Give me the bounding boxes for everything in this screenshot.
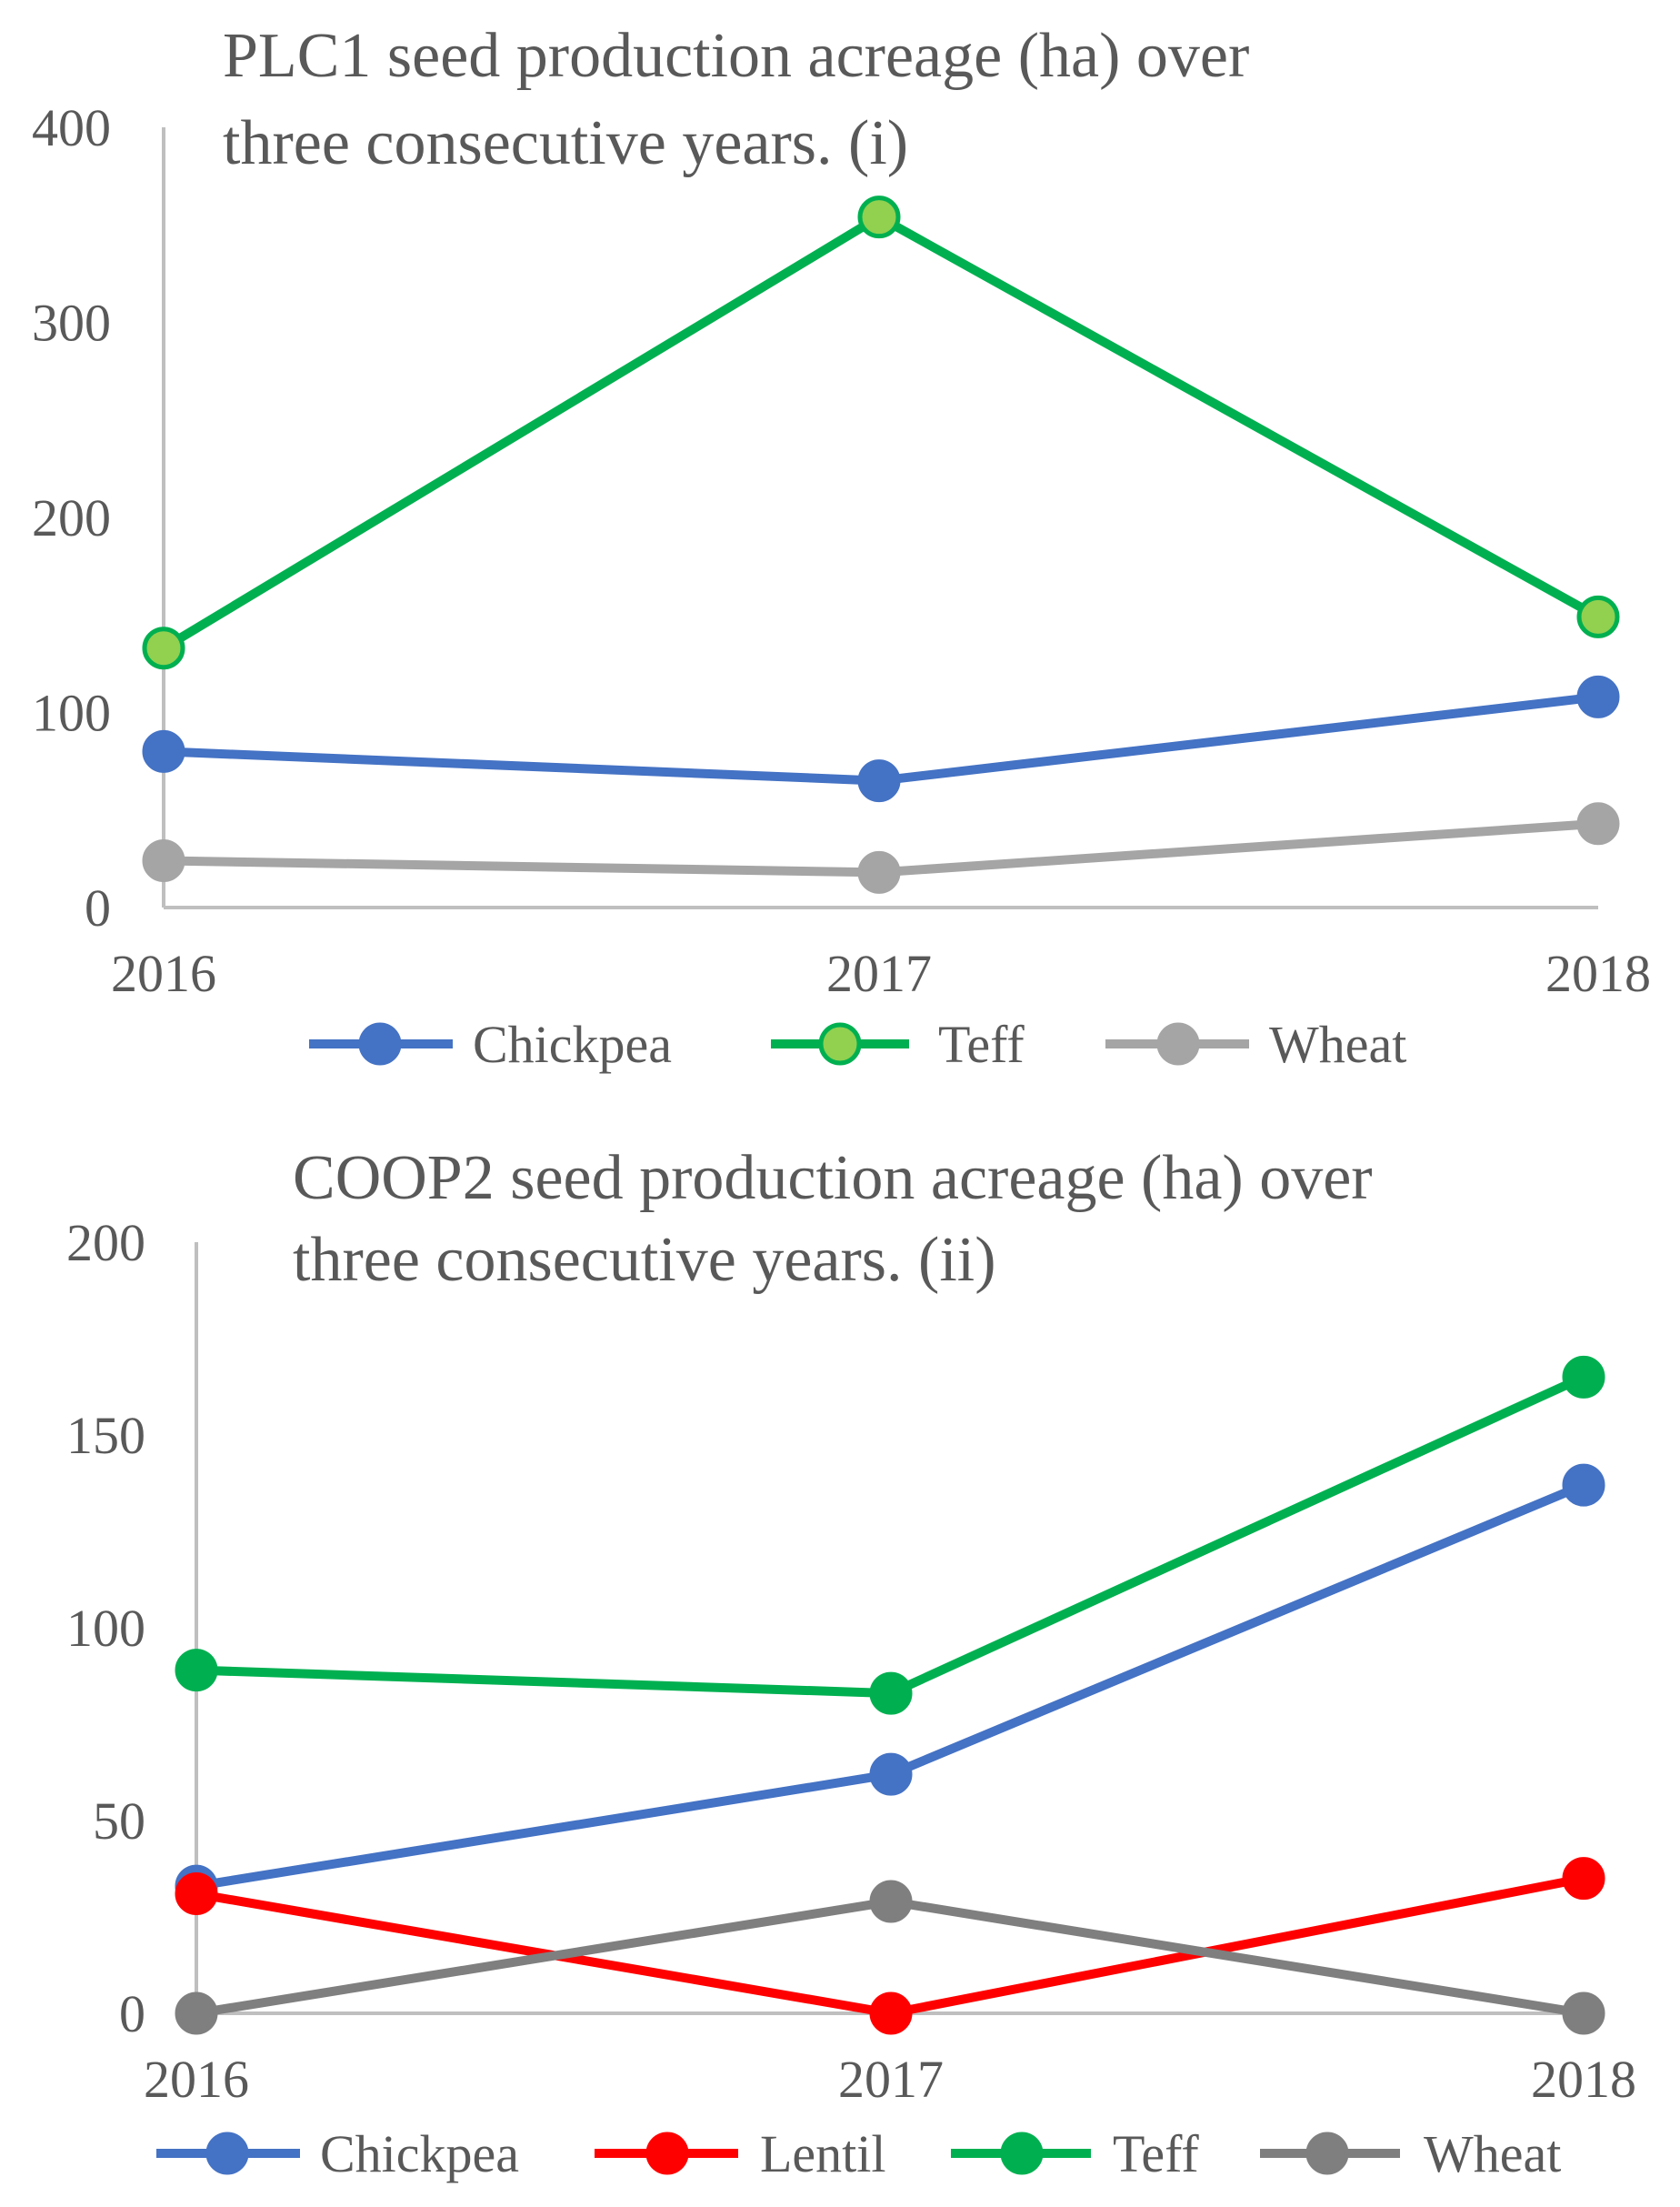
legend: Chickpea Lentil Teff Wheat: [156, 2124, 1561, 2183]
y-tick-label: 400: [32, 98, 111, 157]
legend-label-chickpea: Chickpea: [473, 1015, 672, 1074]
data-point-wheat: [1562, 1991, 1605, 2035]
data-point-chickpea: [1576, 675, 1620, 718]
data-point-teff: [869, 1671, 913, 1715]
data-point-wheat: [142, 839, 185, 883]
data-point-chickpea: [1562, 1463, 1605, 1507]
y-tick-label: 100: [32, 684, 111, 743]
data-point-lentil: [1562, 1857, 1605, 1901]
data-point-wheat: [175, 1991, 218, 2035]
legend-label-wheat: Wheat: [1424, 2124, 1561, 2183]
data-point-wheat: [869, 1880, 913, 1923]
legend-marker-lentil: [645, 2132, 689, 2175]
legend: Chickpea Teff Wheat: [309, 1015, 1406, 1074]
legend-label-wheat: Wheat: [1269, 1015, 1406, 1074]
chart-title-line: three consecutive years. (i): [223, 108, 908, 178]
legend-label-teff: Teff: [938, 1015, 1025, 1074]
x-tick-label: 2017: [838, 2050, 944, 2109]
chart-title-line: three consecutive years. (ii): [293, 1225, 996, 1295]
chart-title-line: PLC1 seed production acreage (ha) over: [223, 21, 1249, 91]
series-line-teff: [159, 212, 1603, 653]
y-tick-label: 0: [85, 878, 111, 938]
x-tick-label: 2018: [1531, 2050, 1636, 2109]
series-line-teff: [192, 1372, 1588, 1699]
legend-marker-wheat: [1305, 2132, 1349, 2175]
y-tick-label: 150: [66, 1406, 145, 1465]
y-tick-label: 50: [93, 1791, 145, 1851]
x-tick-label: 2016: [111, 944, 216, 1003]
legend-marker-chickpea: [358, 1022, 402, 1066]
legend-marker-wheat: [1156, 1022, 1200, 1066]
data-point-chickpea: [869, 1752, 913, 1796]
chart-1: 0 100 200 300 400 2016 2017 2018 PLC1 seed produ…: [32, 21, 1651, 1074]
data-point-lentil: [175, 1872, 218, 1916]
data-point-teff: [1562, 1355, 1605, 1399]
data-point-teff: [142, 627, 185, 670]
data-point-lentil: [869, 1991, 913, 2035]
legend-marker-teff: [1000, 2132, 1044, 2175]
data-point-wheat: [1576, 802, 1620, 846]
data-point-teff: [857, 196, 901, 239]
y-tick-label: 300: [32, 294, 111, 353]
data-point-wheat: [857, 850, 901, 894]
data-point-chickpea: [142, 729, 185, 773]
data-point-teff: [175, 1649, 218, 1692]
y-tick-label: 100: [66, 1599, 145, 1658]
chart-title-line: COOP2 seed production acreage (ha) over: [293, 1143, 1373, 1213]
y-tick-label: 0: [119, 1984, 145, 2043]
legend-marker-chickpea: [205, 2132, 249, 2175]
legend-label-teff: Teff: [1113, 2124, 1199, 2183]
data-point-chickpea: [857, 759, 901, 803]
y-tick-label: 200: [66, 1213, 145, 1272]
y-tick-label: 200: [32, 488, 111, 547]
x-tick-label: 2018: [1545, 944, 1651, 1003]
chart-2: 0 50 100 150 200 2016 2017 2018 COOP2 seed produ…: [66, 1143, 1636, 2183]
x-tick-label: 2016: [144, 2050, 249, 2109]
data-point-teff: [1576, 595, 1620, 638]
legend-label-chickpea: Chickpea: [320, 2124, 519, 2183]
legend-marker-teff: [818, 1022, 862, 1066]
legend-label-lentil: Lentil: [760, 2124, 886, 2183]
x-tick-label: 2017: [826, 944, 932, 1003]
